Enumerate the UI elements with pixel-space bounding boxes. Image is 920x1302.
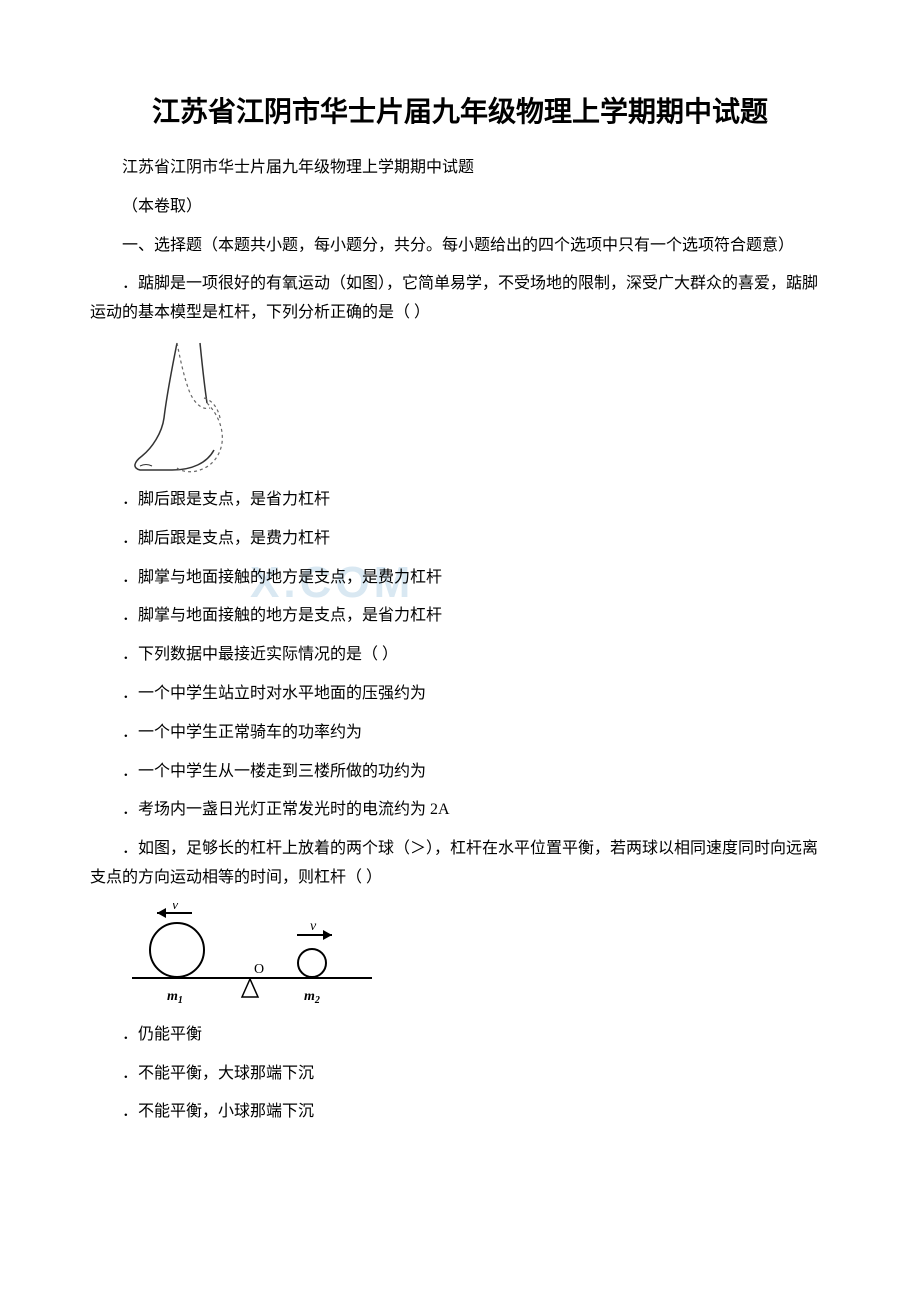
q3-option-b: ．不能平衡，大球那端下沉 <box>90 1060 830 1089</box>
q2-option-d: ．考场内一盏日光灯正常发光时的电流约为 2A <box>90 796 830 825</box>
page-title: 江苏省江阴市华士片届九年级物理上学期期中试题 <box>90 90 830 130</box>
q1-stem: ．踮脚是一项很好的有氧运动（如图），它简单易学，不受场地的限制，深受广大群众的喜… <box>90 270 830 328</box>
section-1-heading: 一、选择题（本题共小题，每小题分，共分。每小题给出的四个选项中只有一个选项符合题… <box>90 232 830 261</box>
label-m2: m2 <box>304 989 320 1006</box>
q1-figure <box>122 338 830 478</box>
label-v-right: v <box>310 919 317 934</box>
label-o: O <box>254 962 264 977</box>
q2-option-c: ．一个中学生从一楼走到三楼所做的功约为 <box>90 758 830 787</box>
q2-option-a: ．一个中学生站立时对水平地面的压强约为 <box>90 680 830 709</box>
label-v-left: v <box>172 903 179 913</box>
q3-figure: v v O m1 m2 <box>122 903 830 1013</box>
foot-diagram-svg <box>122 338 252 478</box>
q2-stem: ．下列数据中最接近实际情况的是（ ） <box>90 641 830 670</box>
q3-stem: ．如图，足够长的杠杆上放着的两个球（＞），杠杆在水平位置平衡，若两球以相同速度同… <box>90 835 830 893</box>
note-text: （本卷取） <box>90 193 830 222</box>
q1-option-c: ．脚掌与地面接触的地方是支点，是费力杠杆 <box>90 564 830 593</box>
label-m1: m1 <box>167 989 183 1006</box>
q2-option-b: ．一个中学生正常骑车的功率约为 <box>90 719 830 748</box>
q1-option-d: ．脚掌与地面接触的地方是支点，是省力杠杆 <box>90 602 830 631</box>
q3-option-c: ．不能平衡，小球那端下沉 <box>90 1098 830 1127</box>
q1-option-b: ．脚后跟是支点，是费力杠杆 <box>90 525 830 554</box>
subtitle-text: 江苏省江阴市华士片届九年级物理上学期期中试题 <box>90 154 830 183</box>
q3-option-a: ．仍能平衡 <box>90 1021 830 1050</box>
q1-option-a: ．脚后跟是支点，是省力杠杆 <box>90 486 830 515</box>
lever-diagram-svg: v v O m1 m2 <box>122 903 382 1013</box>
